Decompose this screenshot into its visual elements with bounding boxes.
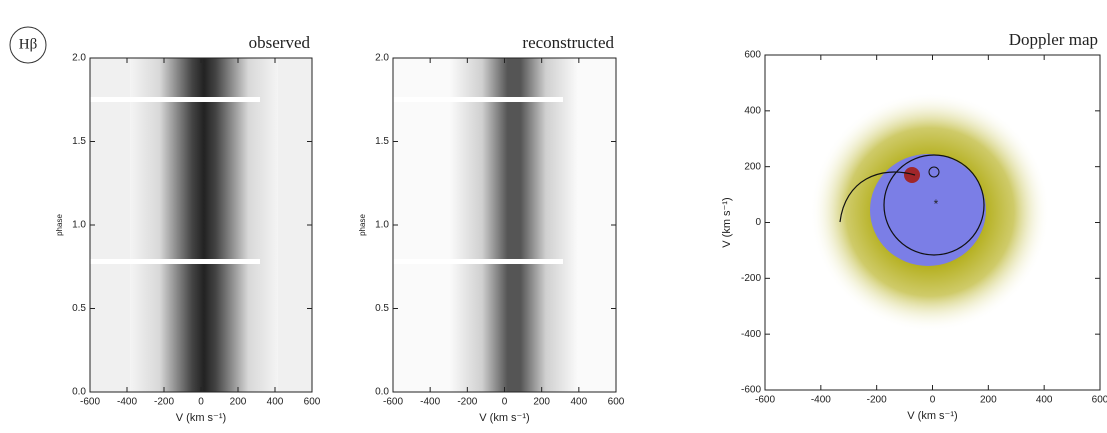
x-tick-label: -400 — [811, 395, 831, 406]
x-tick-label: -200 — [154, 397, 174, 408]
y-tick-label: 2.0 — [375, 53, 389, 64]
x-tick-label: 400 — [570, 397, 587, 408]
x-tick-label: -400 — [420, 397, 440, 408]
x-tick-label: -200 — [457, 397, 477, 408]
y-tick-label: 0.5 — [375, 303, 389, 314]
spectrum-reconstructed — [393, 58, 616, 392]
chart-title: reconstructed — [522, 33, 614, 52]
y-tick-label: 1.5 — [375, 136, 389, 147]
x-axis-label: V (km s⁻¹) — [479, 412, 529, 424]
x-tick-label: 0 — [930, 395, 936, 406]
x-tick-label: -600 — [80, 397, 100, 408]
y-tick-label: 2.0 — [72, 53, 86, 64]
y-tick-label: 0.5 — [72, 303, 86, 314]
y-axis-label: V (km s⁻¹) — [721, 197, 733, 247]
y-axis-label: phase — [55, 214, 64, 236]
spectrum-observed — [90, 58, 312, 392]
x-tick-label: 600 — [1092, 395, 1107, 406]
y-tick-label: -400 — [741, 329, 761, 340]
x-tick-label: 400 — [1036, 395, 1053, 406]
y-tick-label: 0.0 — [375, 387, 389, 398]
doppler-image: * — [810, 92, 1050, 332]
y-axis-label: phase — [358, 214, 367, 236]
x-axis-label: V (km s⁻¹) — [907, 410, 957, 422]
x-tick-label: -600 — [755, 395, 775, 406]
y-tick-label: 600 — [744, 50, 761, 61]
y-tick-label: 1.0 — [375, 220, 389, 231]
y-tick-label: 1.5 — [72, 136, 86, 147]
x-tick-label: 400 — [267, 397, 284, 408]
x-axis-label: V (km s⁻¹) — [176, 412, 226, 424]
x-tick-label: 600 — [304, 397, 321, 408]
x-tick-label: 0 — [502, 397, 508, 408]
annotation-circle — [9, 26, 47, 64]
x-tick-label: -600 — [383, 397, 403, 408]
y-tick-label: 0 — [755, 217, 761, 228]
x-tick-label: 200 — [980, 395, 997, 406]
x-tick-label: 200 — [230, 397, 247, 408]
y-tick-label: 1.0 — [72, 220, 86, 231]
x-tick-label: 600 — [608, 397, 625, 408]
chart-title: Doppler map — [1009, 30, 1098, 49]
x-tick-label: 0 — [198, 397, 204, 408]
y-tick-label: -600 — [741, 385, 761, 396]
annotation: Hβ — [19, 36, 37, 52]
svg-text:*: * — [934, 197, 939, 211]
x-tick-label: 200 — [533, 397, 550, 408]
y-tick-label: 200 — [744, 161, 761, 172]
chart-title: observed — [249, 33, 311, 52]
y-tick-label: 0.0 — [72, 387, 86, 398]
x-tick-label: -200 — [867, 395, 887, 406]
y-tick-label: 400 — [744, 105, 761, 116]
x-tick-label: -400 — [117, 397, 137, 408]
y-tick-label: -200 — [741, 273, 761, 284]
